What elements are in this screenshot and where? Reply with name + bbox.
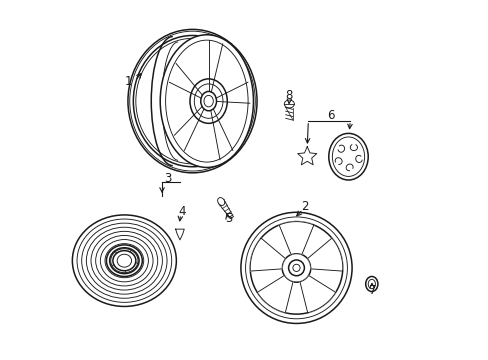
Ellipse shape <box>328 134 367 180</box>
Ellipse shape <box>190 79 227 123</box>
Text: 3: 3 <box>163 172 171 185</box>
Text: 7: 7 <box>368 284 375 297</box>
Polygon shape <box>307 238 342 271</box>
Ellipse shape <box>128 30 257 173</box>
Text: 1: 1 <box>124 75 131 88</box>
Ellipse shape <box>113 251 136 271</box>
Text: 8: 8 <box>285 89 292 102</box>
Polygon shape <box>299 275 335 313</box>
Ellipse shape <box>217 198 224 206</box>
Ellipse shape <box>282 253 310 282</box>
Text: 4: 4 <box>178 205 185 218</box>
Polygon shape <box>257 275 292 313</box>
Text: 6: 6 <box>326 109 334 122</box>
Ellipse shape <box>284 100 294 108</box>
Ellipse shape <box>72 215 176 306</box>
Polygon shape <box>250 238 285 271</box>
Ellipse shape <box>241 212 351 323</box>
Ellipse shape <box>201 91 216 111</box>
Text: 2: 2 <box>301 201 308 213</box>
Polygon shape <box>218 200 233 219</box>
Ellipse shape <box>365 276 377 292</box>
Ellipse shape <box>288 260 304 276</box>
Polygon shape <box>279 222 313 255</box>
Text: 5: 5 <box>224 212 232 225</box>
Polygon shape <box>297 147 316 165</box>
Polygon shape <box>175 229 184 240</box>
Ellipse shape <box>160 35 253 167</box>
